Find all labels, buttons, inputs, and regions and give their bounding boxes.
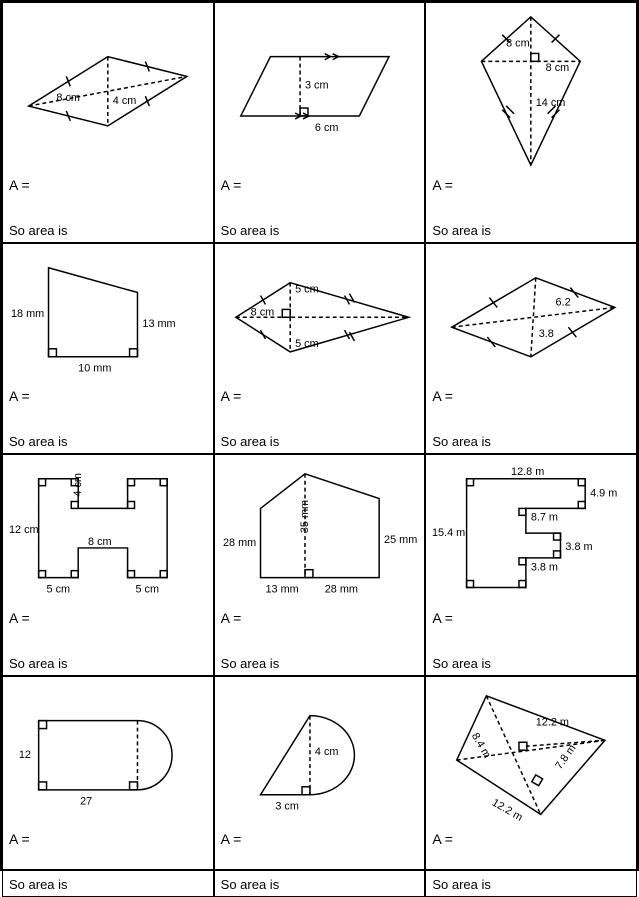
diagram-tri-semi: 4 cm 3 cm (221, 681, 419, 829)
dim-label: 15.4 m (432, 527, 465, 539)
dim-label: 27 (80, 795, 92, 807)
answer-label: So area is (432, 404, 630, 449)
formula-label: A = (9, 610, 207, 626)
dim-label: 14 cm (536, 97, 566, 109)
cell-8: 12.8 m 4.9 m 15.4 m 8.7 m 3.8 m 3.8 m A … (425, 454, 637, 675)
dim-label: 4 cm (113, 95, 137, 107)
dim-label: 3 cm (275, 800, 299, 812)
dim-label: 13 mm (265, 584, 298, 596)
dim-label: 8 cm (88, 536, 112, 548)
worksheet-grid: 8 cm 4 cm A = So area is 3 cm 6 cm A = S… (0, 0, 639, 871)
diagram-pentagon: 28 mm 35 mm 25 mm 13 mm 28 mm (221, 459, 419, 607)
dim-label: 25 mm (384, 534, 417, 546)
dim-label: 5 cm (295, 283, 319, 295)
answer-label: So area is (9, 404, 207, 449)
cell-3: 18 mm 13 mm 10 mm A = So area is (2, 243, 214, 454)
dim-label: 4.9 m (590, 488, 617, 500)
dim-label: 3.8 (539, 328, 554, 340)
diagram-quad: 12.2 m 8.4 m 7.8 m 12.2 m (432, 681, 630, 829)
dim-label: 6.2 (556, 296, 571, 308)
dim-label: 3 cm (305, 79, 329, 91)
dim-label: 7.8 m (553, 742, 578, 771)
diagram-f-shape: 12.8 m 4.9 m 15.4 m 8.7 m 3.8 m 3.8 m (432, 459, 630, 607)
answer-label: So area is (221, 626, 419, 671)
cell-7: 28 mm 35 mm 25 mm 13 mm 28 mm A = So are… (214, 454, 426, 675)
cell-4: 5 cm 8 cm 5 cm A = So area is (214, 243, 426, 454)
answer-label: So area is (9, 626, 207, 671)
dim-label: 10 mm (78, 363, 111, 375)
dim-label: 12.8 m (511, 466, 544, 478)
diagram-rhombus-2: 6.2 3.8 (432, 248, 630, 386)
dim-label: 8.7 m (531, 512, 558, 524)
dim-label: 8 cm (506, 38, 530, 50)
dim-label: 3.8 m (566, 541, 593, 553)
dim-label: 4 cm (72, 473, 84, 497)
diagram-trapezoid: 18 mm 13 mm 10 mm (9, 248, 207, 386)
dim-label: 4 cm (315, 746, 339, 758)
dim-label: 8 cm (250, 306, 274, 318)
answer-label: So area is (9, 193, 207, 238)
dim-label: 28 mm (223, 537, 256, 549)
dim-label: 18 mm (11, 308, 44, 320)
formula-label: A = (221, 177, 419, 193)
answer-label: So area is (432, 193, 630, 238)
dim-label: 8.4 m (469, 730, 493, 760)
formula-label: A = (9, 177, 207, 193)
dim-label: 8 cm (546, 62, 570, 74)
cell-2: 8 cm 8 cm 14 cm A = So area is (425, 2, 637, 243)
cell-0: 8 cm 4 cm A = So area is (2, 2, 214, 243)
dim-label: 13 mm (142, 318, 175, 330)
dim-label: 12 (19, 749, 31, 761)
answer-label: So area is (221, 847, 419, 892)
answer-label: So area is (221, 404, 419, 449)
diagram-parallelogram: 3 cm 6 cm (221, 7, 419, 175)
dim-label: 5 cm (135, 584, 159, 596)
cell-9: 12 27 A = So area is (2, 676, 214, 897)
answer-label: So area is (9, 847, 207, 892)
formula-label: A = (221, 388, 419, 404)
diagram-stadium: 12 27 (9, 681, 207, 829)
dim-label: 6 cm (315, 122, 339, 134)
dim-label: 35 mm (299, 500, 311, 533)
diagram-kite-h: 5 cm 8 cm 5 cm (221, 248, 419, 386)
formula-label: A = (432, 388, 630, 404)
cell-11: 12.2 m 8.4 m 7.8 m 12.2 m A = So area is (425, 676, 637, 897)
formula-label: A = (9, 388, 207, 404)
dim-label: 3.8 m (531, 562, 558, 574)
dim-label: 12 cm (9, 524, 39, 536)
dim-label: 5 cm (295, 338, 319, 350)
cell-5: 6.2 3.8 A = So area is (425, 243, 637, 454)
dim-label: 28 mm (324, 584, 357, 596)
diagram-kite: 8 cm 8 cm 14 cm (432, 7, 630, 175)
cell-6: 4 cm 12 cm 8 cm 5 cm 5 cm A = So area is (2, 454, 214, 675)
formula-label: A = (432, 610, 630, 626)
formula-label: A = (432, 177, 630, 193)
answer-label: So area is (221, 193, 419, 238)
dim-label: 12.2 m (536, 716, 569, 728)
dim-label: 8 cm (56, 92, 80, 104)
formula-label: A = (432, 831, 630, 847)
answer-label: So area is (432, 626, 630, 671)
formula-label: A = (221, 610, 419, 626)
formula-label: A = (221, 831, 419, 847)
cell-1: 3 cm 6 cm A = So area is (214, 2, 426, 243)
diagram-h-shape: 4 cm 12 cm 8 cm 5 cm 5 cm (9, 459, 207, 607)
formula-label: A = (9, 831, 207, 847)
answer-label: So area is (432, 847, 630, 892)
diagram-rhombus: 8 cm 4 cm (9, 7, 207, 175)
dim-label: 5 cm (47, 584, 71, 596)
cell-10: 4 cm 3 cm A = So area is (214, 676, 426, 897)
